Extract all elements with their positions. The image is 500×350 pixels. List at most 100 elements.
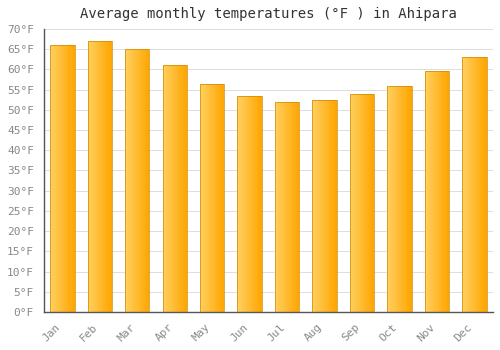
- Bar: [470, 57, 472, 312]
- Bar: [286, 102, 287, 312]
- Bar: [255, 96, 256, 312]
- Bar: [315, 100, 316, 312]
- Bar: [437, 71, 438, 312]
- Bar: [397, 86, 398, 312]
- Bar: [204, 84, 205, 312]
- Bar: [405, 86, 406, 312]
- Bar: [408, 86, 409, 312]
- Bar: [282, 102, 283, 312]
- Bar: [334, 100, 335, 312]
- Bar: [326, 100, 327, 312]
- Bar: [292, 102, 293, 312]
- Bar: [406, 86, 408, 312]
- Bar: [212, 84, 213, 312]
- Bar: [388, 86, 389, 312]
- Bar: [164, 65, 165, 312]
- Bar: [168, 65, 170, 312]
- Bar: [287, 102, 288, 312]
- Bar: [373, 94, 374, 312]
- Bar: [441, 71, 442, 312]
- Bar: [176, 65, 177, 312]
- Bar: [141, 49, 142, 312]
- Bar: [65, 45, 66, 312]
- Bar: [174, 65, 176, 312]
- Bar: [442, 71, 443, 312]
- Bar: [322, 100, 324, 312]
- Bar: [94, 41, 95, 312]
- Bar: [173, 65, 174, 312]
- Bar: [108, 41, 109, 312]
- Bar: [324, 100, 325, 312]
- Bar: [391, 86, 392, 312]
- Bar: [279, 102, 280, 312]
- Bar: [144, 49, 145, 312]
- Bar: [92, 41, 93, 312]
- Bar: [435, 71, 436, 312]
- Bar: [147, 49, 148, 312]
- Bar: [258, 96, 259, 312]
- Bar: [313, 100, 314, 312]
- Bar: [276, 102, 278, 312]
- Bar: [251, 96, 252, 312]
- Bar: [446, 71, 447, 312]
- Bar: [404, 86, 405, 312]
- Bar: [256, 96, 257, 312]
- Bar: [50, 45, 74, 312]
- Bar: [145, 49, 146, 312]
- Bar: [135, 49, 136, 312]
- Bar: [186, 65, 187, 312]
- Bar: [357, 94, 358, 312]
- Bar: [319, 100, 320, 312]
- Bar: [289, 102, 290, 312]
- Bar: [66, 45, 68, 312]
- Bar: [392, 86, 394, 312]
- Bar: [177, 65, 178, 312]
- Bar: [72, 45, 74, 312]
- Bar: [428, 71, 429, 312]
- Bar: [167, 65, 168, 312]
- Bar: [295, 102, 296, 312]
- Bar: [396, 86, 397, 312]
- Bar: [476, 57, 477, 312]
- Bar: [372, 94, 373, 312]
- Bar: [217, 84, 218, 312]
- Bar: [252, 96, 254, 312]
- Bar: [182, 65, 184, 312]
- Bar: [250, 96, 251, 312]
- Bar: [481, 57, 482, 312]
- Bar: [312, 100, 336, 312]
- Bar: [246, 96, 247, 312]
- Bar: [205, 84, 206, 312]
- Bar: [390, 86, 391, 312]
- Bar: [242, 96, 243, 312]
- Bar: [125, 49, 150, 312]
- Bar: [240, 96, 241, 312]
- Bar: [101, 41, 102, 312]
- Bar: [162, 65, 187, 312]
- Bar: [475, 57, 476, 312]
- Bar: [68, 45, 69, 312]
- Bar: [388, 86, 411, 312]
- Bar: [99, 41, 100, 312]
- Bar: [469, 57, 470, 312]
- Bar: [464, 57, 465, 312]
- Bar: [444, 71, 445, 312]
- Bar: [351, 94, 352, 312]
- Bar: [432, 71, 433, 312]
- Bar: [127, 49, 128, 312]
- Bar: [111, 41, 112, 312]
- Bar: [89, 41, 90, 312]
- Bar: [312, 100, 313, 312]
- Bar: [58, 45, 59, 312]
- Bar: [138, 49, 139, 312]
- Bar: [424, 71, 426, 312]
- Bar: [140, 49, 141, 312]
- Bar: [400, 86, 402, 312]
- Bar: [95, 41, 96, 312]
- Bar: [331, 100, 332, 312]
- Bar: [411, 86, 412, 312]
- Bar: [328, 100, 329, 312]
- Bar: [223, 84, 224, 312]
- Bar: [275, 102, 299, 312]
- Bar: [62, 45, 63, 312]
